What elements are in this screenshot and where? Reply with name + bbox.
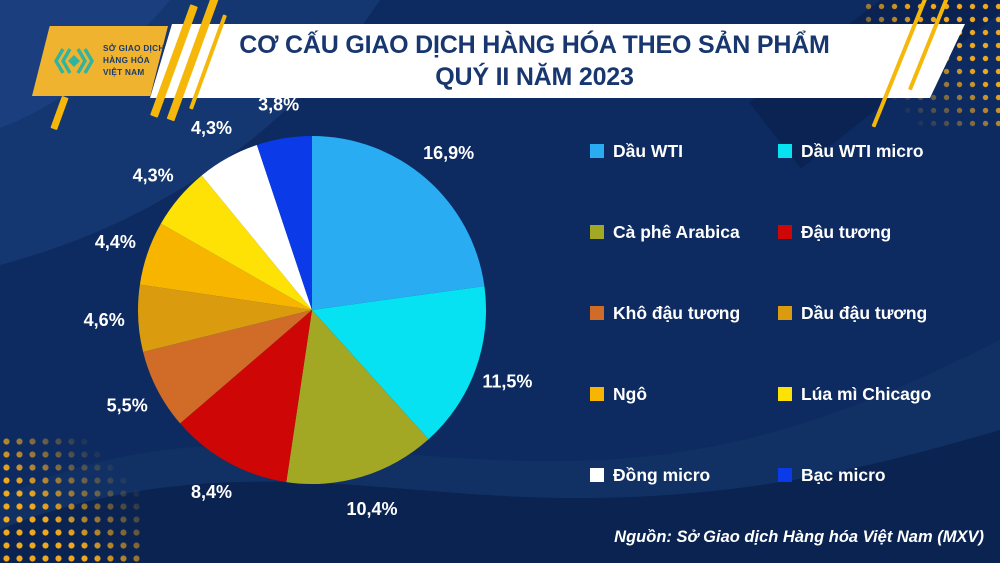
legend-item: Đồng micro (590, 464, 778, 486)
legend-swatch (778, 144, 792, 158)
legend-item: Lúa mì Chicago (778, 383, 931, 405)
legend-item: Ngô (590, 383, 778, 405)
pie-slice-0 (312, 135, 485, 310)
legend-item: Đậu tương (778, 221, 931, 243)
logo-line-2: HÀNG HÓA (103, 56, 150, 66)
halftone-dots-bottom-left (0, 435, 142, 563)
source-credit: Nguồn: Sở Giao dịch Hàng hóa Việt Nam (M… (614, 528, 984, 546)
legend-swatch (778, 306, 792, 320)
legend-item: Dầu WTI micro (778, 140, 931, 162)
legend-label: Đồng micro (613, 464, 711, 485)
pie-value-label: 4,3% (133, 166, 174, 186)
legend-label: Dầu WTI micro (801, 140, 924, 161)
pie-value-label: 3,8% (258, 95, 299, 115)
chart-legend: Dầu WTI Dầu WTI micro Cà phê Arabica Đậu tư… (590, 140, 931, 486)
pie-slice-1 (312, 286, 487, 440)
pie-slice-4 (143, 310, 312, 424)
pie-value-label: 10,4% (346, 499, 397, 519)
legend-label: Ngô (613, 383, 648, 404)
logo-line-1: SỞ GIAO DỊCH (103, 44, 165, 54)
legend-swatch (590, 468, 604, 482)
legend-label: Cà phê Arabica (613, 221, 740, 242)
pie-value-label: 8,4% (191, 482, 232, 502)
pie-slice-7 (160, 175, 312, 310)
legend-swatch (778, 225, 792, 239)
legend-label: Dầu đậu tương (801, 302, 928, 323)
legend-swatch (778, 387, 792, 401)
legend-item: Bạc micro (778, 464, 931, 486)
legend-item: Cà phê Arabica (590, 221, 778, 243)
legend-item: Dầu WTI (590, 140, 778, 162)
mxv-logo: SỞ GIAO DỊCH HÀNG HÓA VIỆT NAM (32, 26, 168, 96)
logo-line-3: VIỆT NAM (103, 67, 145, 77)
legend-item: Dầu đậu tương (778, 302, 931, 324)
legend-swatch (778, 468, 792, 482)
pie-slice-6 (139, 223, 312, 310)
pie-slice-9 (256, 136, 312, 310)
pie-value-label: 4,3% (191, 118, 232, 138)
page-title: CƠ CẤU GIAO DỊCH HÀNG HÓA THEO SẢN PHẨM (239, 31, 830, 59)
pie-value-label: 16,9% (423, 143, 474, 163)
legend-swatch (590, 387, 604, 401)
legend-item: Khô đậu tương (590, 302, 778, 324)
pie-slice-5 (138, 284, 312, 352)
mxv-chevron-icon (54, 48, 94, 74)
pie-value-label: 5,5% (107, 396, 148, 416)
legend-label: Khô đậu tương (613, 302, 741, 323)
pie-value-label: 11,5% (482, 371, 532, 391)
pie-slice-3 (180, 310, 312, 483)
legend-label: Đậu tương (801, 221, 892, 242)
pie-slice-8 (201, 145, 312, 310)
legend-swatch (590, 144, 604, 158)
legend-label: Bạc micro (801, 464, 886, 485)
pie-value-label: 4,4% (95, 232, 136, 252)
legend-label: Lúa mì Chicago (801, 383, 932, 404)
title-banner: CƠ CẤU GIAO DỊCH HÀNG HÓA THEO SẢN PHẨM … (150, 24, 965, 98)
legend-label: Dầu WTI (613, 140, 683, 161)
page-subtitle: QUÝ II NĂM 2023 (435, 63, 634, 91)
pie-value-label: 4,6% (84, 310, 125, 330)
logo-org-name: SỞ GIAO DỊCH HÀNG HÓA VIỆT NAM (103, 43, 165, 79)
legend-swatch (590, 306, 604, 320)
legend-swatch (590, 225, 604, 239)
pie-slice-2 (286, 310, 429, 485)
